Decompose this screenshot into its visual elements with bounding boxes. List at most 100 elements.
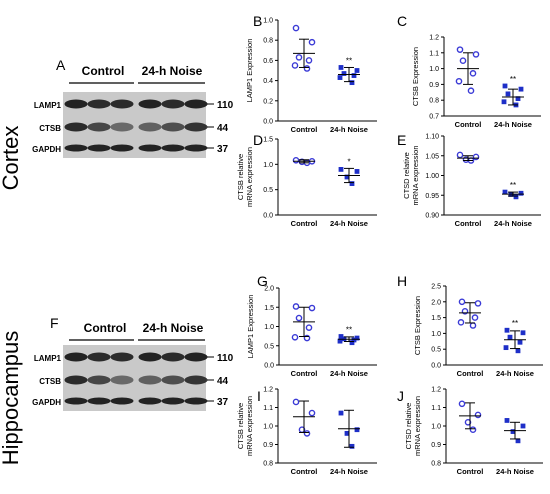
x-tick-label: Control (291, 125, 318, 134)
data-point-noise (515, 438, 521, 444)
blot-band (110, 122, 134, 132)
data-point-control (474, 411, 482, 419)
data-point-noise (341, 71, 347, 76)
y-axis-label: CTSB relative (236, 403, 245, 449)
data-point-noise (349, 340, 355, 346)
blot-band (161, 99, 185, 109)
data-point-control (292, 398, 300, 406)
size-label-37: 37 (217, 397, 229, 408)
blot-band (110, 99, 134, 109)
y-tick-label: 0.7 (429, 114, 439, 121)
y-tick-label: 1.2 (263, 387, 273, 394)
blot-band (64, 375, 88, 385)
y-axis-label: CTSD relative (402, 152, 411, 199)
data-point-control (472, 51, 480, 58)
panel-letter-a: A (56, 57, 66, 73)
chart-panel-g: G 0.0 0.5 1.0 1.5 2.0 LAMP1 Expression Control 2… (246, 273, 377, 378)
y-tick-label: 1.0 (263, 162, 273, 169)
size-label-110: 110 (217, 353, 234, 364)
blot-band (64, 99, 88, 109)
x-tick-label: Control (291, 467, 318, 476)
y-axis-label: CTSB relative (236, 154, 245, 200)
data-point-noise (344, 174, 350, 180)
y-tick-label: 1.1 (263, 405, 273, 412)
panel-letter: H (397, 273, 407, 289)
chart-panel-h: H 0.0 0.5 1.0 1.5 2.0 2.5 CTSB Expression Contro… (397, 273, 543, 378)
data-point-noise (505, 91, 511, 97)
data-point-control (472, 153, 480, 161)
group-label-noise: 24-h Noise (142, 64, 203, 78)
blot-band (161, 375, 185, 385)
y-tick-label: 0.0 (264, 363, 274, 370)
data-point-control (292, 156, 300, 164)
y-tick-label: 0.0 (263, 119, 273, 126)
data-point-noise (518, 86, 524, 92)
x-tick-label: Control (291, 219, 318, 228)
x-tick-label: 24-h Noise (494, 120, 532, 129)
x-tick-label: 24-h Noise (494, 219, 532, 228)
data-point-control (291, 62, 299, 69)
chart-panel-c: C 0.7 0.8 0.9 1.0 1.1 1.2 CTSB Expression Contro… (397, 13, 541, 129)
data-point-noise (504, 327, 510, 333)
data-point-noise (513, 194, 519, 200)
data-point-noise (354, 169, 360, 174)
y-tick-label: 1.10 (425, 134, 439, 141)
y-axis-label: mRNA expression (413, 396, 422, 456)
data-point-noise (338, 167, 344, 172)
blot-band (64, 144, 88, 152)
y-tick-label: 1.5 (263, 137, 273, 144)
y-tick-label: 1.0 (264, 324, 274, 331)
blot-panel-a: A Control 24-h Noise LAMP1 CTSB GAPDH 11… (32, 57, 234, 158)
blot-band (64, 352, 88, 362)
chart-panel-d: D 0.0 0.5 1.0 1.5 CTSB relative mRNA expressio… (236, 132, 377, 228)
y-axis-label: LAMP1 Expression (245, 39, 254, 103)
section-label-cortex: Cortex (0, 126, 23, 191)
y-axis-label: mRNA expression (245, 147, 254, 207)
row-label-gapdh: GAPDH (32, 398, 61, 407)
y-tick-label: 0.90 (425, 213, 439, 220)
significance-marker: * (347, 157, 350, 166)
data-point-noise (351, 337, 357, 343)
data-point-noise (502, 189, 508, 195)
size-label-44: 44 (217, 123, 229, 134)
y-tick-label: 0.0 (263, 213, 273, 220)
blot-band (110, 397, 134, 405)
blot-panel-f: F Control 24-h Noise LAMP1 CTSB GAPDH 11… (32, 315, 234, 411)
panel-letter: D (253, 132, 263, 148)
data-point-control (467, 87, 475, 95)
y-tick-label: 0.0 (431, 363, 441, 370)
chart-panel-e: E 0.90 0.95 1.00 1.05 1.10 CTSD relative mRNA e… (397, 132, 541, 228)
data-point-control (303, 65, 311, 72)
data-point-noise (515, 96, 521, 102)
x-tick-label: 24-h Noise (496, 369, 534, 378)
group-label-control: Control (82, 64, 125, 78)
blot-band (87, 397, 111, 405)
data-point-control (305, 57, 313, 64)
data-point-control (295, 54, 303, 61)
data-point-control (308, 304, 316, 312)
x-tick-label: 24-h Noise (496, 467, 534, 476)
significance-marker: ** (512, 319, 518, 328)
y-tick-label: 0.8 (431, 461, 441, 468)
data-point-control (457, 319, 465, 326)
significance-marker: ** (510, 181, 516, 190)
y-axis-label: mRNA expression (411, 145, 420, 205)
data-point-noise (349, 443, 355, 449)
y-tick-label: 0.5 (431, 347, 441, 354)
data-point-noise (520, 423, 526, 429)
blot-band (87, 352, 111, 362)
y-tick-label: 1.5 (431, 315, 441, 322)
blot-band (87, 99, 111, 109)
y-axis-label: mRNA expression (245, 396, 254, 456)
data-point-noise (349, 181, 355, 186)
row-label-lamp1: LAMP1 (34, 354, 62, 363)
y-tick-label: 1.00 (425, 173, 439, 180)
row-label-gapdh: GAPDH (32, 145, 61, 154)
data-point-control (308, 409, 316, 417)
blot-band (184, 352, 208, 362)
data-point-control (469, 322, 477, 329)
panel-letter: C (397, 13, 407, 29)
blot-band (110, 375, 134, 385)
panel-letter: J (397, 388, 404, 404)
